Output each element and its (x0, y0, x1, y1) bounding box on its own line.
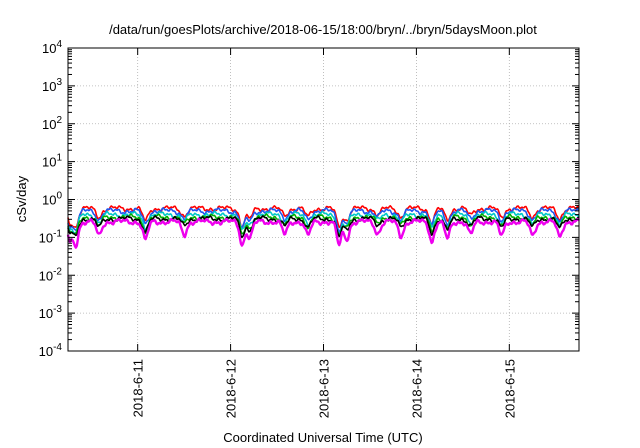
x-tick-label: 2018-6-14 (409, 359, 424, 418)
x-tick-label: 2018-6-13 (317, 359, 332, 418)
y-axis-label: cSv/day (14, 175, 29, 222)
series-line (67, 210, 580, 235)
series-layer (66, 205, 581, 249)
x-tick-label: 2018-6-11 (131, 359, 146, 417)
x-tick-label: 2018-6-12 (224, 359, 239, 418)
x-tick-label: 2018-6-15 (502, 359, 517, 418)
series-line (66, 217, 581, 249)
chart-title: /data/run/goesPlots/archive/2018-06-15/1… (109, 22, 537, 37)
series-line (67, 207, 580, 233)
grid-lines (68, 48, 579, 351)
x-axis-label: Coordinated Universal Time (UTC) (223, 430, 422, 445)
